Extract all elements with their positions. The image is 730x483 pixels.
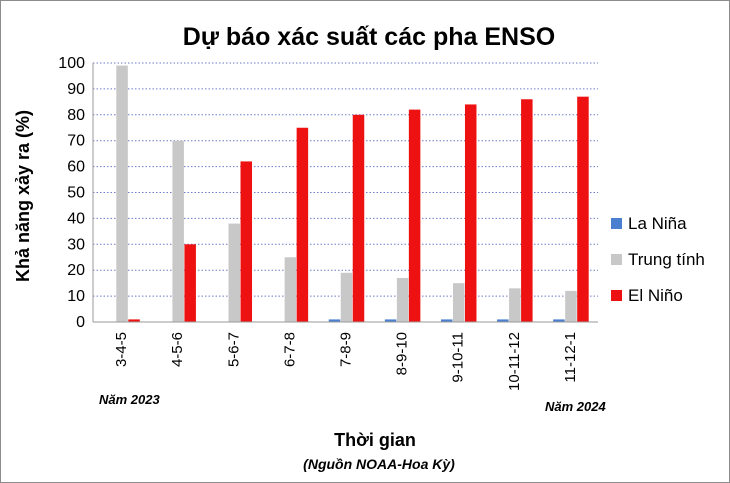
bar-el-ni-o-7-8-9 <box>352 114 365 322</box>
chart-title: Dự báo xác suất các pha ENSO <box>183 23 555 51</box>
x-tick-label: 8-9-10 <box>394 332 411 375</box>
x-axis-title: Thời gian <box>334 430 416 450</box>
bar-trung-t-nh-4-5-6 <box>172 140 184 322</box>
bar-trung-t-nh-5-6-7 <box>228 223 241 322</box>
y-tick-label: 20 <box>67 262 85 279</box>
bars <box>116 65 589 323</box>
bar-la-ni-a-7-8-9 <box>328 319 341 322</box>
bar-trung-t-nh-7-8-9 <box>340 272 353 322</box>
y-tick-label: 60 <box>67 159 85 176</box>
legend-label: El Niño <box>628 286 683 305</box>
y-tick-label: 40 <box>67 210 85 227</box>
legend-swatch <box>611 254 622 265</box>
bar-trung-t-nh-8-9-10 <box>396 277 409 322</box>
x-tick-label: 10-11-12 <box>506 332 523 391</box>
bar-trung-t-nh-9-10-11 <box>452 283 465 322</box>
legend-swatch <box>611 218 622 229</box>
y-tick-label: 10 <box>67 288 85 305</box>
x-tick-label: 7-8-9 <box>338 332 355 367</box>
x-tick-label: 4-5-6 <box>169 332 186 367</box>
year-start-label: Năm 2023 <box>99 392 160 407</box>
legend-swatch <box>611 290 622 301</box>
bar-el-ni-o-6-7-8 <box>296 127 309 322</box>
legend-label: La Niña <box>628 214 687 233</box>
y-tick-label: 90 <box>67 81 85 98</box>
y-tick-labels: 0 10 20 30 40 50 60 70 80 90 100 <box>58 55 85 331</box>
legend: La Niña Trung tính El Niño <box>611 214 705 305</box>
bar-la-ni-a-8-9-10 <box>384 319 397 322</box>
bar-el-ni-o-11-12-1 <box>577 96 589 322</box>
x-tick-labels: 3-4-5 4-5-6 5-6-7 6-7-8 7-8-9 8-9-10 9-10-11 10… <box>113 332 579 391</box>
bar-la-ni-a-11-12-1 <box>553 319 565 322</box>
y-tick-label: 80 <box>67 107 85 124</box>
y-tick-label: 50 <box>67 185 85 202</box>
y-tick-label: 70 <box>67 133 85 150</box>
bar-el-ni-o-5-6-7 <box>240 161 253 322</box>
x-tick-label: 11-12-1 <box>562 332 579 383</box>
bar-trung-t-nh-3-4-5 <box>116 65 128 322</box>
bar-el-ni-o-8-9-10 <box>408 109 421 323</box>
x-tick-label: 3-4-5 <box>113 332 130 367</box>
bar-el-ni-o-3-4-5 <box>128 319 140 322</box>
y-tick-label: 0 <box>76 314 85 331</box>
x-tick-label: 9-10-11 <box>450 332 467 383</box>
bar-trung-t-nh-11-12-1 <box>565 290 577 322</box>
x-tick-label: 6-7-8 <box>281 332 298 367</box>
legend-label: Trung tính <box>628 250 705 269</box>
y-axis-title: Khả năng xảy ra (%) <box>13 110 33 282</box>
bar-el-ni-o-4-5-6 <box>184 244 196 322</box>
bar-el-ni-o-9-10-11 <box>464 104 477 322</box>
bar-la-ni-a-10-11-12 <box>497 319 509 322</box>
bar-el-ni-o-10-11-12 <box>521 99 533 322</box>
bar-la-ni-a-9-10-11 <box>440 319 453 322</box>
year-end-label: Năm 2024 <box>545 399 606 414</box>
bar-trung-t-nh-6-7-8 <box>284 257 297 322</box>
x-tick-label: 5-6-7 <box>225 332 242 367</box>
y-tick-label: 30 <box>67 236 85 253</box>
bar-trung-t-nh-10-11-12 <box>509 288 521 322</box>
source-note: (Nguồn NOAA-Hoa Kỳ) <box>303 456 455 472</box>
y-tick-label: 100 <box>58 55 85 72</box>
